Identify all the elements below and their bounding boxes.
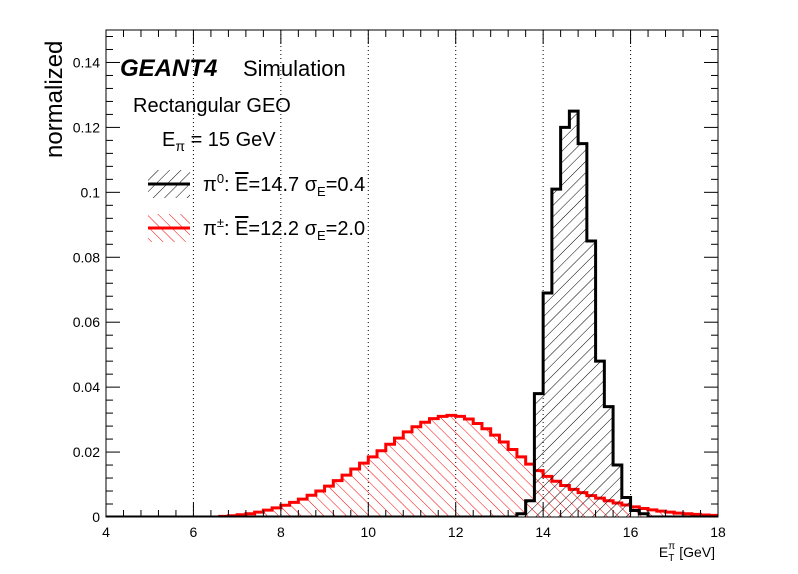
- x-tick-label: 16: [623, 524, 639, 540]
- legend-pipm-mean: 12.2: [260, 218, 299, 240]
- x-tick-label: 14: [535, 524, 551, 540]
- legend-pi0-mean: 14.7: [260, 174, 299, 196]
- legend-pi0-sigma: 0.4: [337, 174, 365, 196]
- y-tick-label: 0.12: [73, 119, 100, 135]
- series-fill-pi0: [516, 111, 657, 517]
- legend-label-pi0: π0: E=14.7 σE=0.4: [203, 171, 365, 199]
- x-axis-label-symbol: E: [659, 544, 668, 560]
- y-tick-label: 0.06: [73, 314, 100, 330]
- y-tick-label: 0.04: [73, 379, 100, 395]
- legend-entry-pi0: π0: E=14.7 σE=0.4: [148, 170, 365, 199]
- legend-pipm-particle: π: [203, 218, 217, 240]
- legend-pi0-mean-symbol: E: [235, 174, 248, 196]
- legend-entry-pipm: π±: E=12.2 σE=2.0: [148, 214, 365, 243]
- series-layer: [106, 109, 718, 517]
- y-axis-label: normalized: [41, 41, 68, 158]
- x-tick-label: 6: [190, 524, 198, 540]
- plot-frame: [105, 29, 719, 518]
- axis-ticks: [105, 30, 719, 518]
- y-tick-label: 0: [92, 509, 100, 525]
- beam-energy-value: = 15 GeV: [185, 129, 276, 151]
- geometry-label: Rectangular GEO: [133, 95, 291, 117]
- beam-energy-sub: π: [175, 138, 185, 154]
- y-tick-label: 0.14: [73, 54, 100, 70]
- legend-pi0-sup: 0: [217, 171, 224, 186]
- legend-pipm-sup: ±: [217, 215, 224, 230]
- beam-energy-symbol: E: [162, 129, 175, 151]
- geant4-brand: GEANT4: [120, 55, 217, 82]
- x-axis-label-unit: [GeV]: [679, 544, 715, 560]
- legend: π0: E=14.7 σE=0.4 π±: E=12.2 σE=2.0: [148, 170, 365, 243]
- legend-pi0-particle: π: [203, 174, 217, 196]
- x-tick-label: 4: [102, 524, 110, 540]
- x-axis-label-sup: π: [668, 541, 675, 552]
- series-outline-pipm: [106, 413, 718, 517]
- x-tick-label: 10: [360, 524, 376, 540]
- x-tick-label: 12: [448, 524, 464, 540]
- legend-label-pipm: π±: E=12.2 σE=2.0: [203, 215, 365, 243]
- y-tick-label: 0.1: [81, 184, 101, 200]
- legend-pipm-mean-symbol: E: [235, 218, 248, 240]
- series-fill-pipm: [219, 415, 718, 517]
- legend-pipm-sigma: 2.0: [337, 218, 365, 240]
- x-tick-label: 18: [710, 524, 726, 540]
- beam-energy-label: Eπ = 15 GeV: [162, 129, 276, 154]
- x-tick-label: 8: [277, 524, 285, 540]
- axis-tick-labels: 4 6 8 10 12 14 16 18 0 0.02 0.04 0.06 0.08 0.1 0.12 0.1…: [73, 54, 726, 540]
- y-tick-label: 0.02: [73, 444, 100, 460]
- x-axis-label: ETπ [GeV]: [659, 541, 715, 564]
- series-outline-pi0: [106, 109, 718, 517]
- simulation-label: Simulation: [243, 56, 346, 81]
- y-tick-label: 0.08: [73, 249, 100, 265]
- x-axis-label-sub: T: [668, 553, 674, 564]
